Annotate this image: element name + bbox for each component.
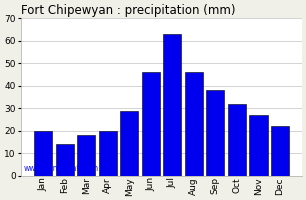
Bar [249, 115, 267, 176]
Bar [77, 135, 95, 176]
Bar [185, 72, 203, 176]
Bar [142, 72, 160, 176]
Bar [55, 144, 74, 176]
Bar [271, 126, 289, 176]
Bar [34, 131, 52, 176]
Text: Fort Chipewyan : precipitation (mm): Fort Chipewyan : precipitation (mm) [21, 4, 236, 17]
Bar [163, 34, 181, 176]
Bar [120, 111, 138, 176]
Bar [206, 90, 225, 176]
Bar [99, 131, 117, 176]
Bar [228, 104, 246, 176]
Text: www.allmetsat.com: www.allmetsat.com [24, 164, 99, 173]
